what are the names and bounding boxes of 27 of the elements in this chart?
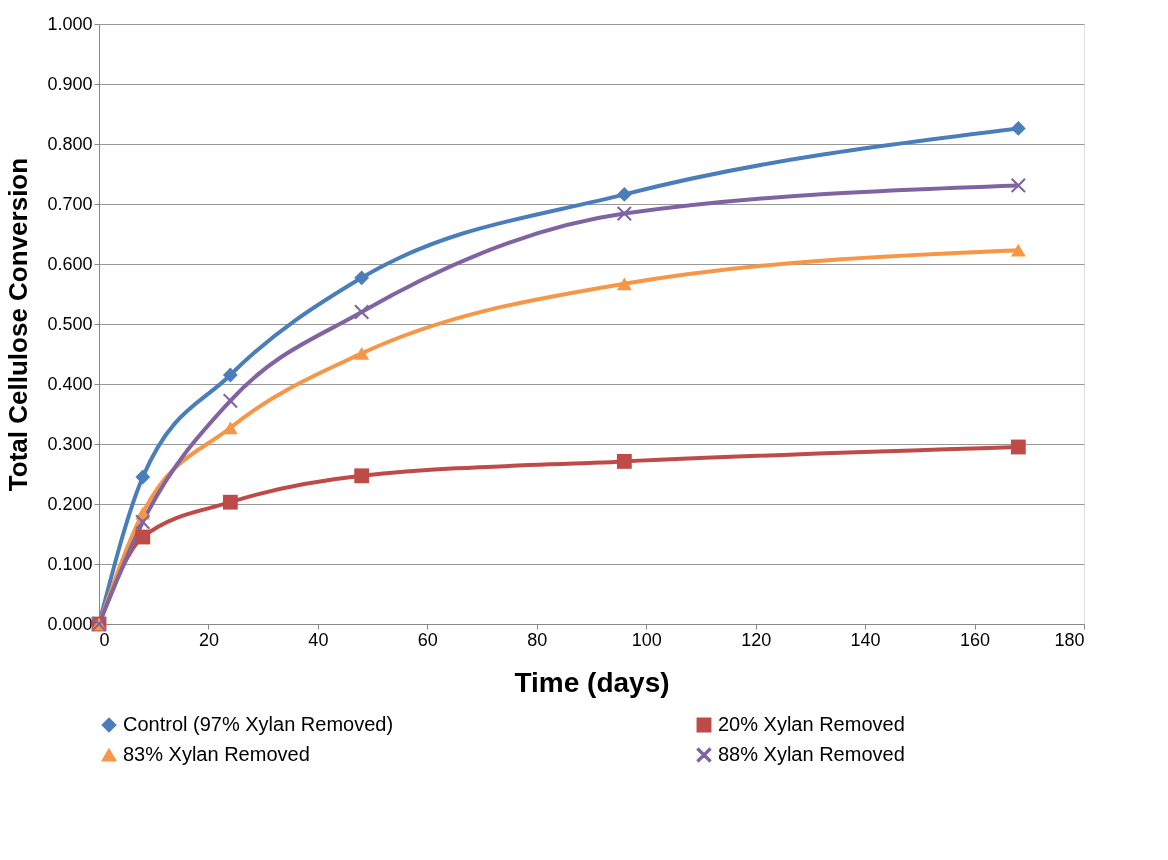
y-axis-title: Total Cellulose Conversion <box>3 157 34 492</box>
x-tick-label: 120 <box>741 629 772 650</box>
y-tick-label: 0.900 <box>47 73 93 94</box>
x-tick-label: 180 <box>1054 629 1085 650</box>
y-tick-label: 0.500 <box>47 313 93 334</box>
legend-label: 20% Xylan Removed <box>718 713 905 735</box>
x-tick-label: 100 <box>631 629 662 650</box>
y-tick-label: 0.100 <box>47 553 93 574</box>
x-tick-label: 0 <box>99 629 110 650</box>
y-tick-label: 0.200 <box>47 493 93 514</box>
y-tick-label: 1.000 <box>47 13 93 34</box>
y-tick-label: 0.600 <box>47 253 93 274</box>
x-tick-label: 60 <box>417 629 438 650</box>
legend-label: 88% Xylan Removed <box>718 743 905 765</box>
x-tick-label: 20 <box>198 629 219 650</box>
x-tick-label: 140 <box>850 629 881 650</box>
x-tick-label: 40 <box>308 629 329 650</box>
y-tick-label: 0.400 <box>47 373 93 394</box>
legend-label: 83% Xylan Removed <box>123 743 310 765</box>
y-tick-label: 0.000 <box>47 613 93 634</box>
x-axis-title: Time (days) <box>514 666 670 698</box>
y-tick-label: 0.800 <box>47 133 93 154</box>
x-tick-label: 160 <box>960 629 991 650</box>
y-tick-label: 0.700 <box>47 193 93 214</box>
y-tick-label: 0.300 <box>47 433 93 454</box>
x-tick-label: 80 <box>527 629 548 650</box>
legend-label: Control (97% Xylan Removed) <box>123 713 394 735</box>
